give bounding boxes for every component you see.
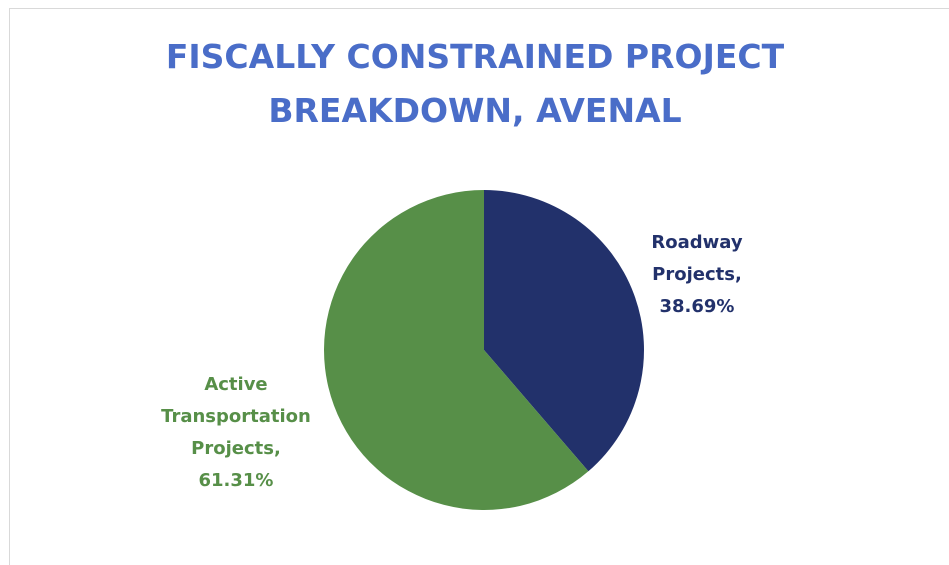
pie-slice [324,190,589,510]
label-category: Roadway Projects [651,232,742,285]
data-label: Active Transportation Projects 61.31% [136,369,336,497]
chart-title: FISCALLY CONSTRAINED PROJECT BREAKDOWN, … [165,37,785,130]
chart-border [9,8,949,565]
label-category: Active Transportation Projects [161,374,311,459]
label-value: 61.31% [198,470,274,491]
data-label: Roadway Projects 38.69% [632,227,762,323]
pie-slice [484,190,645,472]
label-value: 38.69% [659,296,735,317]
